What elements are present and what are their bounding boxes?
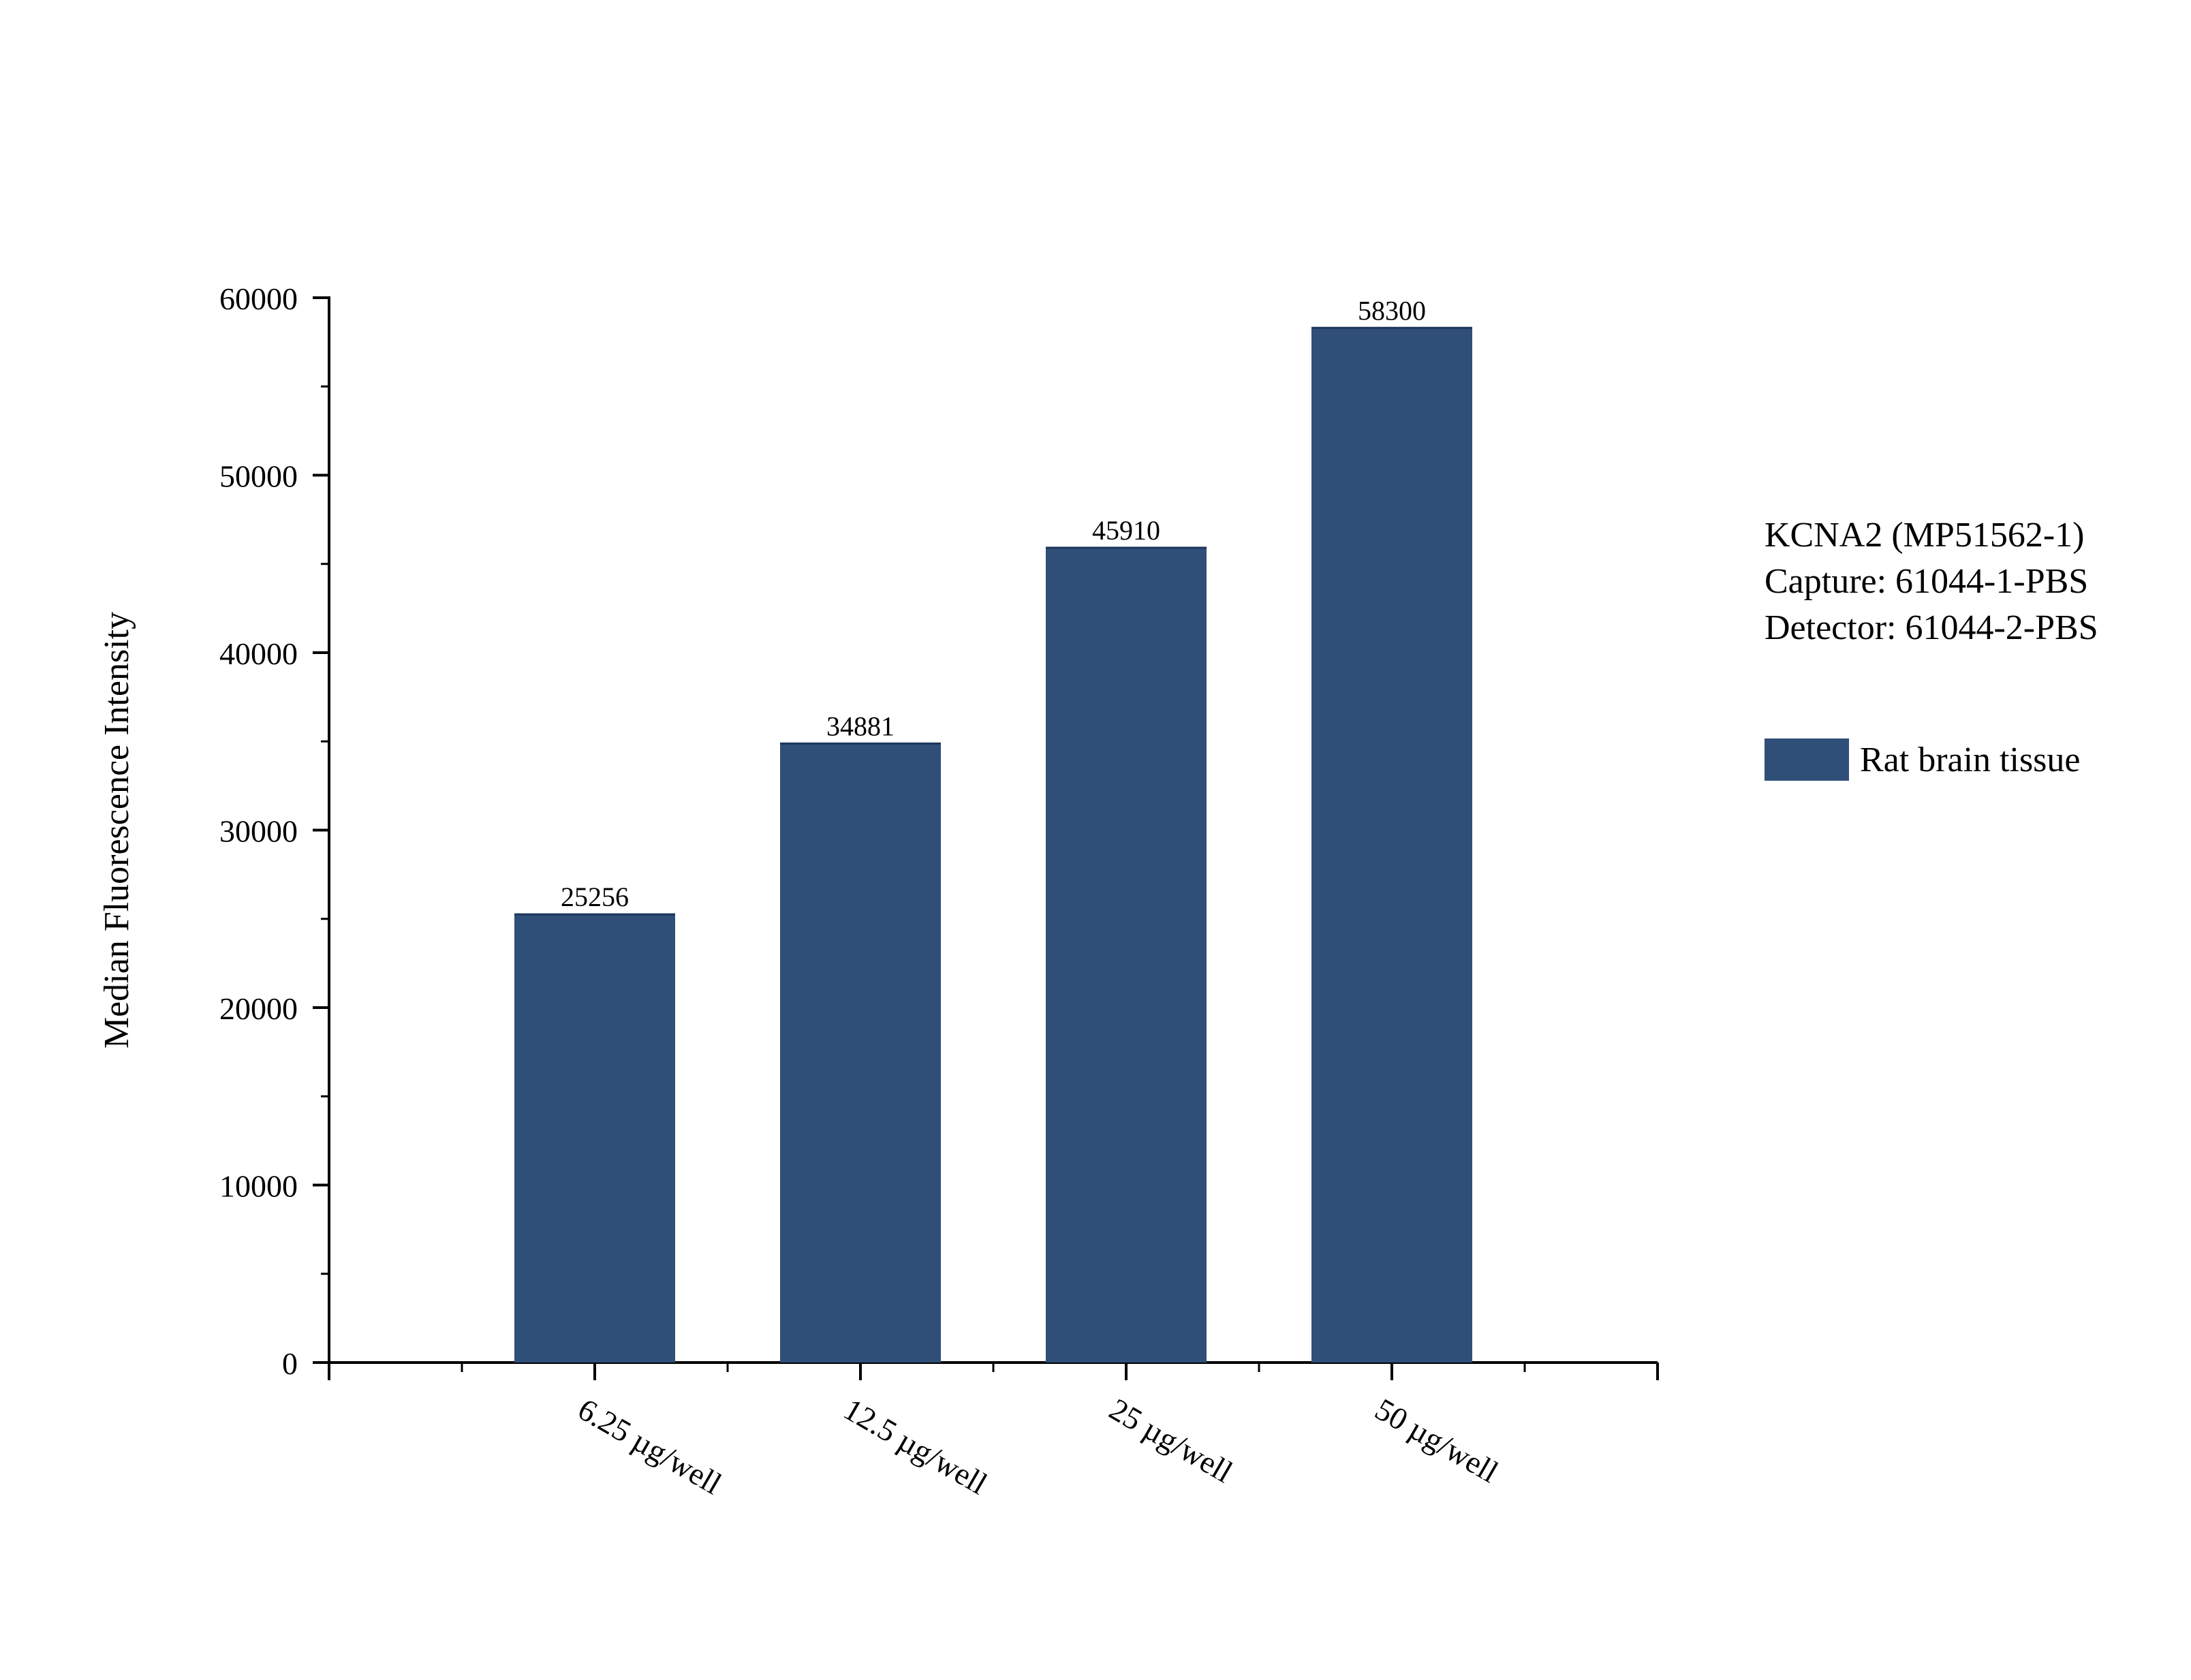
- y-tick-label: 50000: [219, 459, 298, 494]
- y-tick-label: 40000: [219, 636, 298, 671]
- x-tick-label: 25 µg/well: [1104, 1391, 1239, 1489]
- y-tick-label: 30000: [219, 814, 298, 849]
- data-label: 45910: [1092, 515, 1160, 546]
- data-label: 25256: [561, 882, 629, 912]
- data-label: 58300: [1358, 295, 1426, 326]
- annotation-line-2: Capture: 61044-1-PBS: [1765, 562, 2089, 601]
- y-tick-label: 0: [282, 1346, 298, 1381]
- y-tick-label: 20000: [219, 991, 298, 1026]
- x-tick-label: 12.5 µg/well: [838, 1391, 993, 1501]
- bar: [1046, 548, 1207, 1363]
- annotation-line-1: KCNA2 (MP51562-1): [1765, 516, 2085, 555]
- legend-swatch: [1765, 738, 1849, 781]
- y-tick-label: 10000: [219, 1169, 298, 1204]
- data-label: 34881: [826, 711, 895, 741]
- x-tick-label: 50 µg/well: [1369, 1391, 1504, 1489]
- annotation-block: KCNA2 (MP51562-1) Capture: 61044-1-PBS D…: [1765, 512, 2098, 651]
- y-tick-label: 60000: [219, 281, 298, 316]
- legend: Rat brain tissue: [1765, 738, 2081, 781]
- y-axis-label: Median Fluorescence Intensity: [97, 612, 136, 1048]
- legend-label: Rat brain tissue: [1860, 740, 2081, 779]
- bar: [780, 743, 941, 1363]
- bar: [1311, 328, 1472, 1363]
- x-tick-label: 6.25 µg/well: [572, 1391, 728, 1501]
- annotation-line-3: Detector: 61044-2-PBS: [1765, 608, 2098, 647]
- bar: [514, 914, 675, 1363]
